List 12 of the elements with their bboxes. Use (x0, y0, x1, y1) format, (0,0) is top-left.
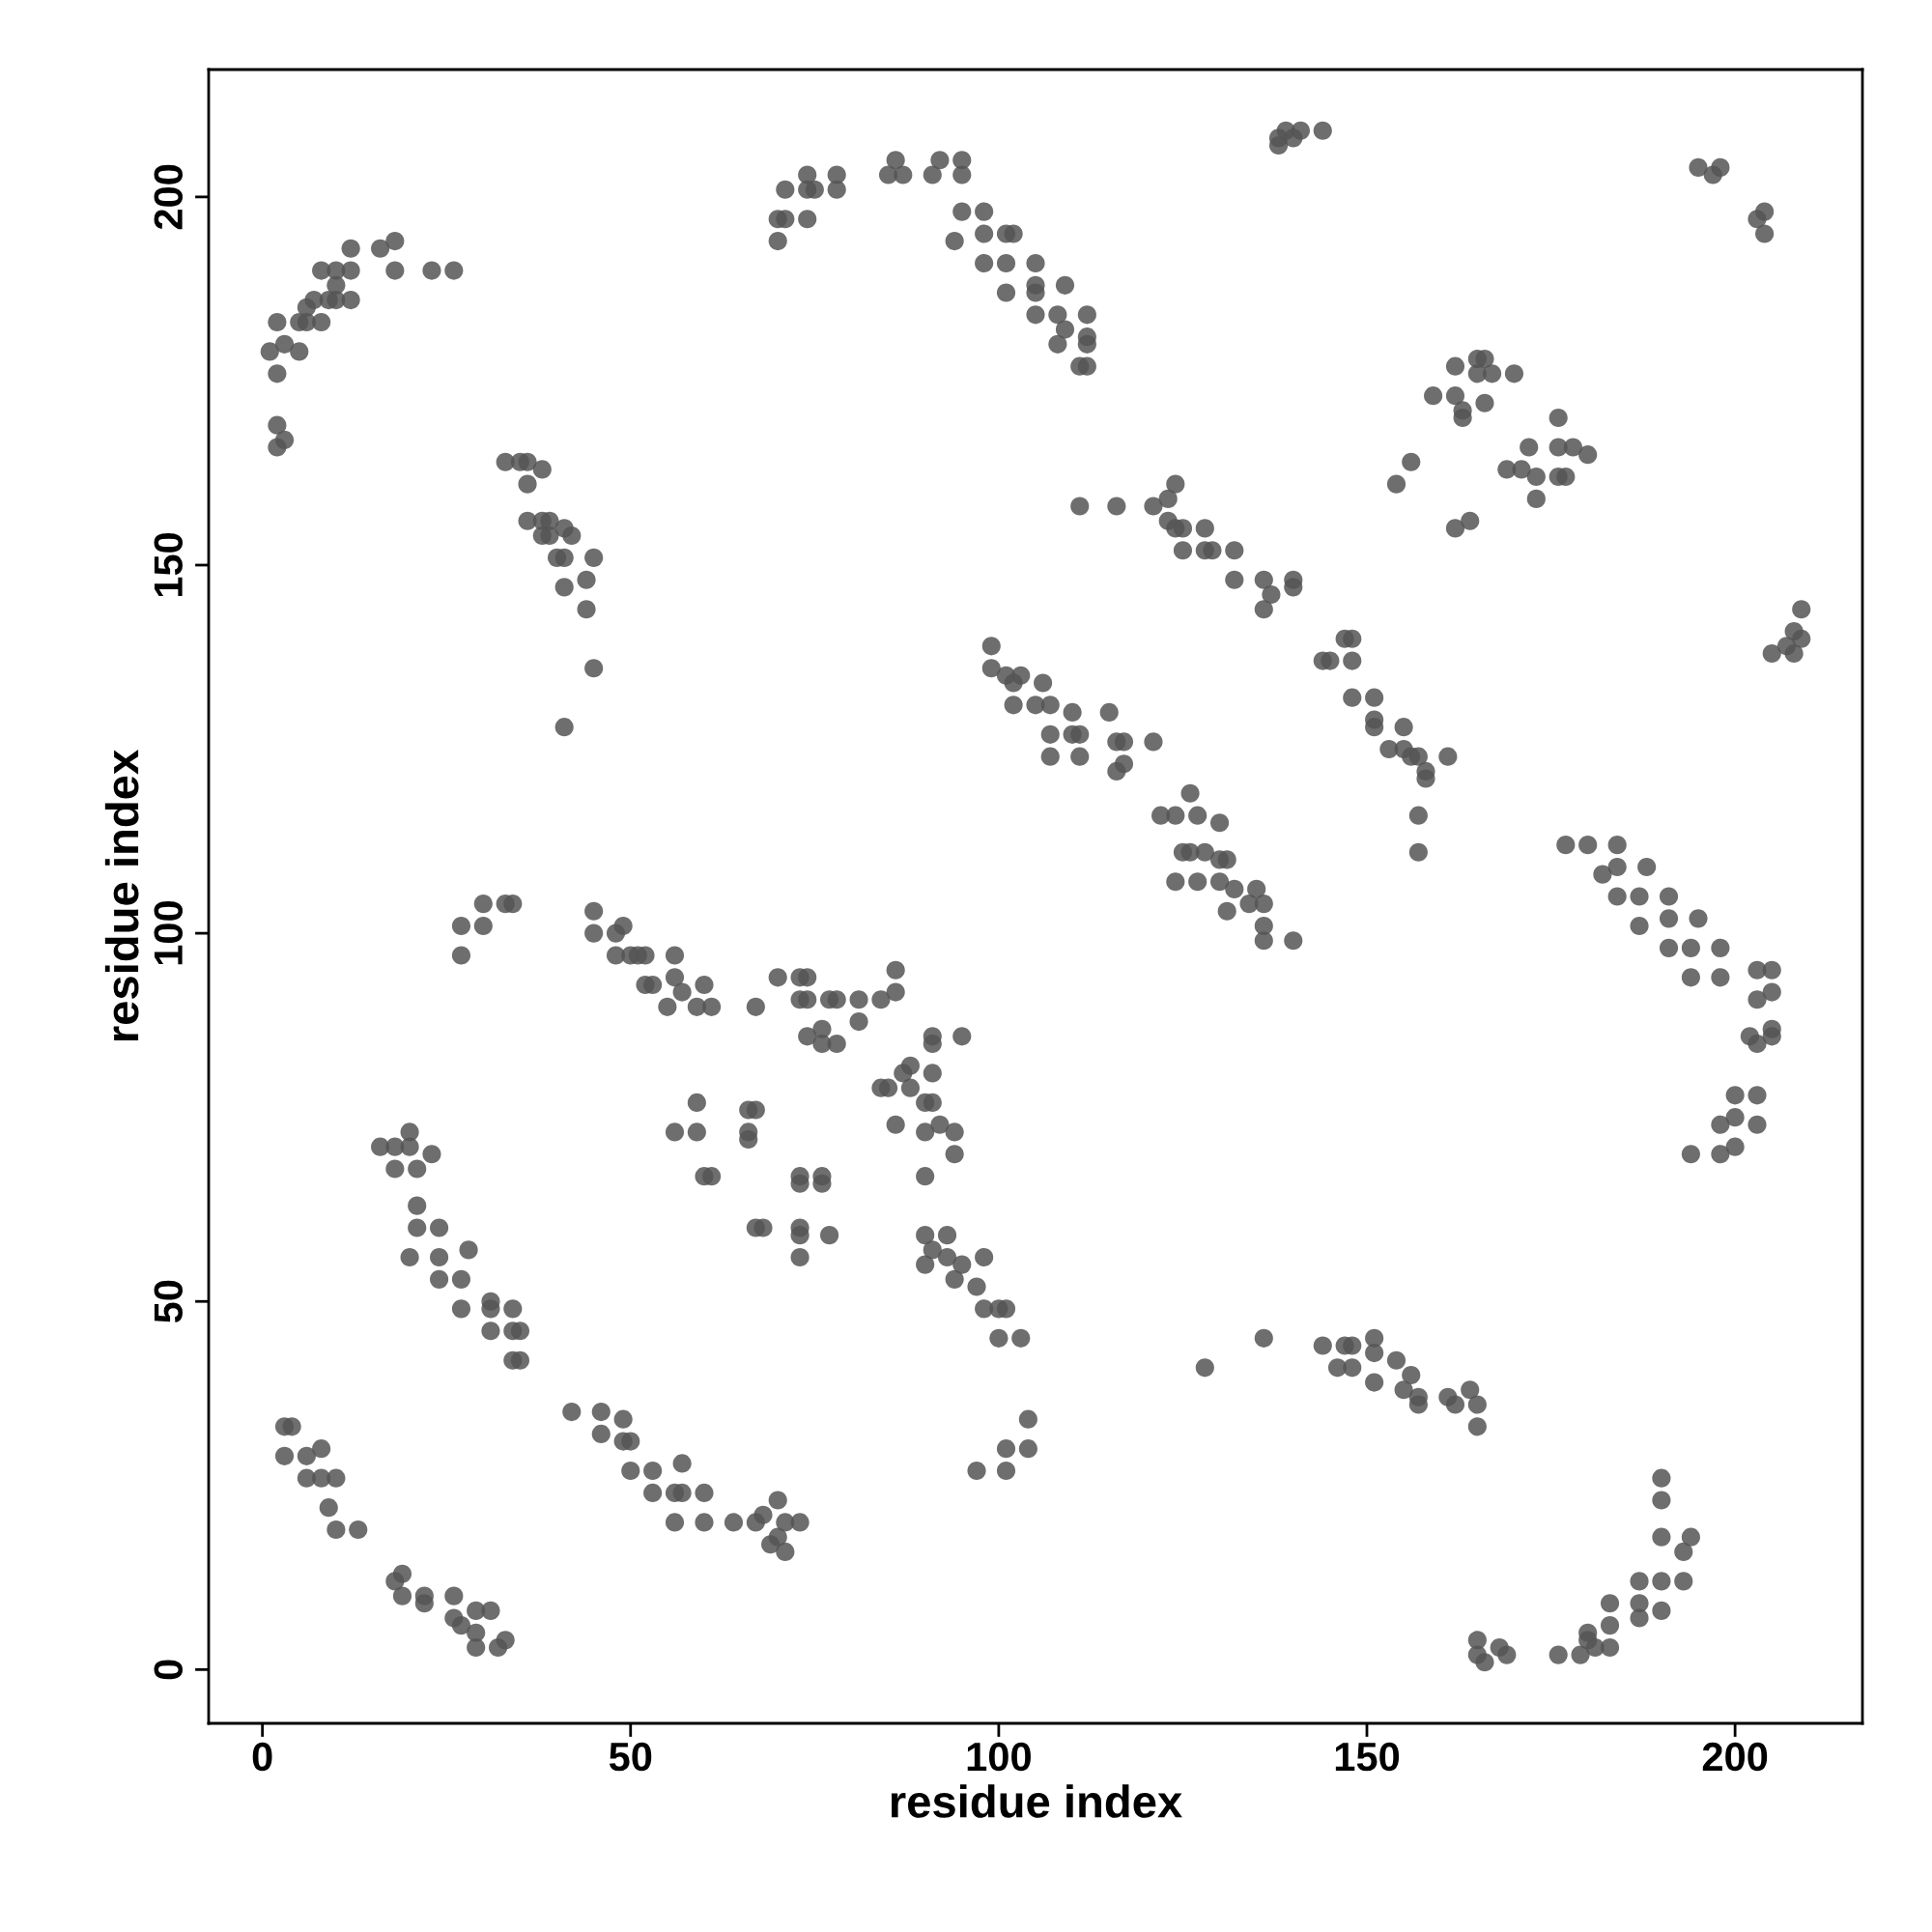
y-tick-label: 0 (154, 1660, 184, 1680)
x-axis-title: residue index (891, 1784, 1182, 1818)
x-tick-label: 150 (1335, 1742, 1400, 1772)
x-tick-label: 0 (252, 1742, 272, 1772)
x-tick-label: 200 (1702, 1742, 1768, 1772)
y-tick-label: 50 (154, 1280, 184, 1323)
x-tick-label: 100 (967, 1742, 1031, 1772)
y-tick-label: 100 (154, 901, 184, 965)
y-axis-title: residue index (104, 750, 139, 1041)
x-tick-label: 50 (609, 1742, 652, 1772)
y-tick-label: 200 (154, 164, 184, 230)
y-tick-label: 150 (154, 532, 184, 597)
